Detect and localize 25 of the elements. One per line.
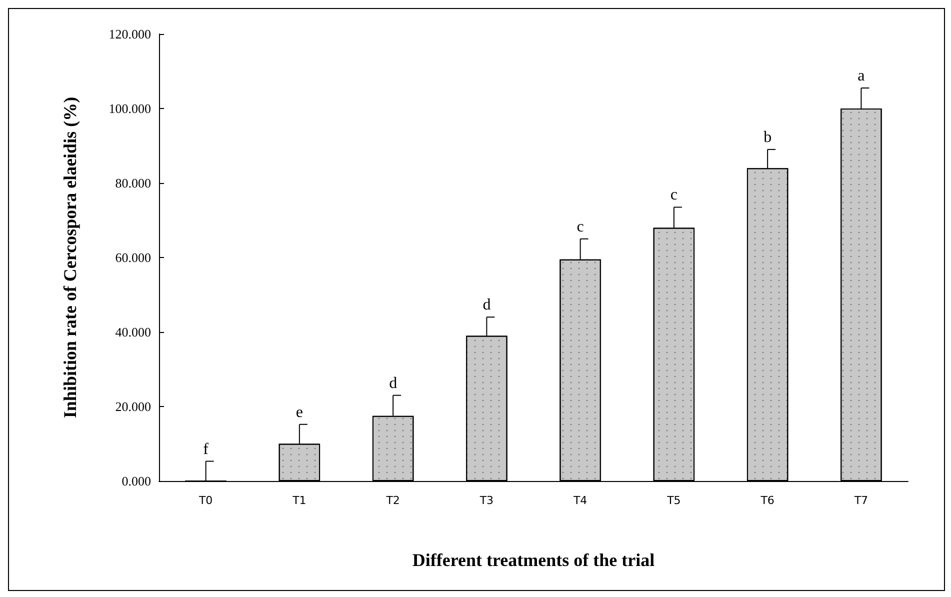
x-tick-label: T0 [198,494,213,507]
y-tick-label: 80.000 [115,176,151,190]
y-tick-label: 60.000 [115,250,151,265]
annotation: d [482,296,491,314]
annotation: f [203,440,210,458]
x-tick-label: T4 [572,494,588,507]
annotation: b [764,128,772,146]
y-tick-label: 20.000 [115,399,151,414]
y-tick-label: 40.000 [115,324,151,340]
y-tick-label: 100.000 [108,101,151,116]
annotation: a [858,68,865,85]
annotation: c [670,186,678,204]
x-axis-title: Different treatments of the trial [412,550,655,570]
x-tick-label: T7 [853,494,868,507]
annotation: d [389,374,398,392]
x-tick-label: T2 [385,494,400,507]
annotation: e [296,404,303,421]
y-axis-title: Inhibition rate of Cercospora elaeidis (%) [60,96,80,418]
x-tick-label: T1 [292,494,306,507]
annotation: c [576,218,584,236]
x-tick-label: T6 [760,494,774,507]
x-tick-label: T3 [478,494,494,507]
x-tick-label: T5 [666,494,681,507]
y-tick-label: 0.000 [122,474,151,488]
y-tick-label: 120.000 [108,26,151,42]
